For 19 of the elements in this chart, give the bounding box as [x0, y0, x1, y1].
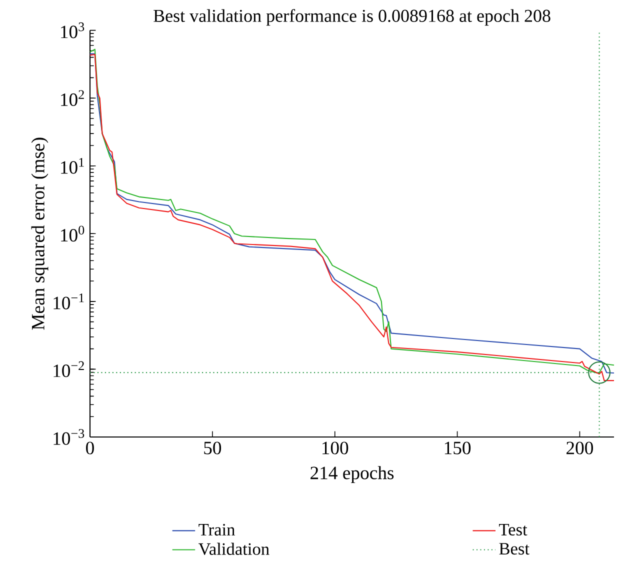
x-tick-label: 200 [566, 442, 593, 454]
y-axis-title: Mean squared error (mse) [31, 138, 48, 330]
y-tick-label: 10$^{−1}$ [54, 294, 84, 310]
legend-label: Test [499, 524, 528, 536]
x-tick-label: 0 [86, 442, 94, 454]
legend-label: Validation [198, 542, 270, 556]
legend-label: Train [198, 524, 235, 536]
y-tick-label: 10$^{0}$ [61, 226, 84, 242]
x-tick-label: 150 [444, 442, 471, 454]
x-axis-title: 214 epochs [310, 466, 394, 484]
x-tick-label: 50 [204, 442, 222, 454]
legend-label: Best [499, 543, 530, 555]
y-tick-label: 10$^{−3}$ [54, 429, 84, 445]
y-tick-label: 10$^{1}$ [61, 158, 84, 174]
y-tick-label: 10$^{3}$ [61, 22, 84, 38]
y-tick-label: 10$^{2}$ [61, 90, 84, 106]
chart-title: Best validation performance is 0.0089168 at epoch 208 [154, 9, 550, 26]
y-tick-label: 10$^{−2}$ [54, 361, 84, 378]
x-tick-label: 100 [322, 442, 348, 454]
